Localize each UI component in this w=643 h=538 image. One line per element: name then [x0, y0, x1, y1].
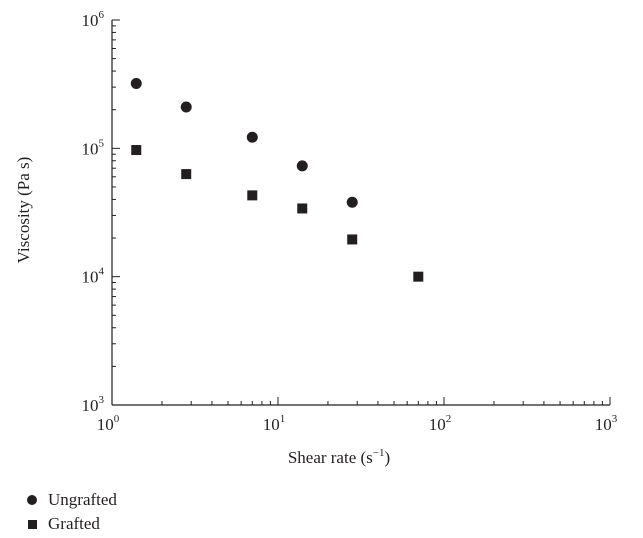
square-marker-icon [24, 516, 40, 532]
x-tick-label: 103 [595, 413, 618, 434]
data-point-ungrafted [296, 160, 308, 172]
x-tick-label: 100 [97, 413, 120, 434]
axes [111, 20, 610, 406]
y-tick-label: 103 [82, 394, 105, 415]
x-tick-label: 101 [263, 413, 286, 434]
data-point-ungrafted [246, 131, 258, 143]
data-point-grafted [297, 203, 308, 214]
data-point-grafted [181, 169, 192, 180]
ticks: 100 101 102 103 103 104 105 106 [82, 9, 618, 434]
x-axis-title: Shear rate (s−1) [288, 447, 390, 467]
data-point-grafted [247, 190, 258, 201]
y-tick-label: 105 [82, 137, 105, 158]
legend: Ungrafted Grafted [24, 488, 117, 536]
legend-label-grafted: Grafted [48, 514, 100, 533]
legend-label-ungrafted: Ungrafted [48, 490, 117, 509]
legend-item-ungrafted: Ungrafted [24, 488, 117, 512]
data-point-grafted [131, 145, 142, 156]
data-point-grafted [413, 271, 424, 282]
data-point-grafted [347, 234, 358, 245]
circle-marker-icon [24, 492, 40, 508]
data-point-ungrafted [130, 78, 142, 90]
legend-item-grafted: Grafted [24, 512, 117, 536]
data-point-ungrafted [346, 196, 358, 208]
y-tick-label: 104 [82, 266, 105, 287]
data-point-ungrafted [180, 101, 192, 113]
y-axis-title: Viscosity (Pa s) [14, 157, 33, 264]
data-marks [130, 78, 424, 282]
x-tick-label: 102 [429, 413, 452, 434]
y-tick-label: 106 [82, 9, 105, 30]
